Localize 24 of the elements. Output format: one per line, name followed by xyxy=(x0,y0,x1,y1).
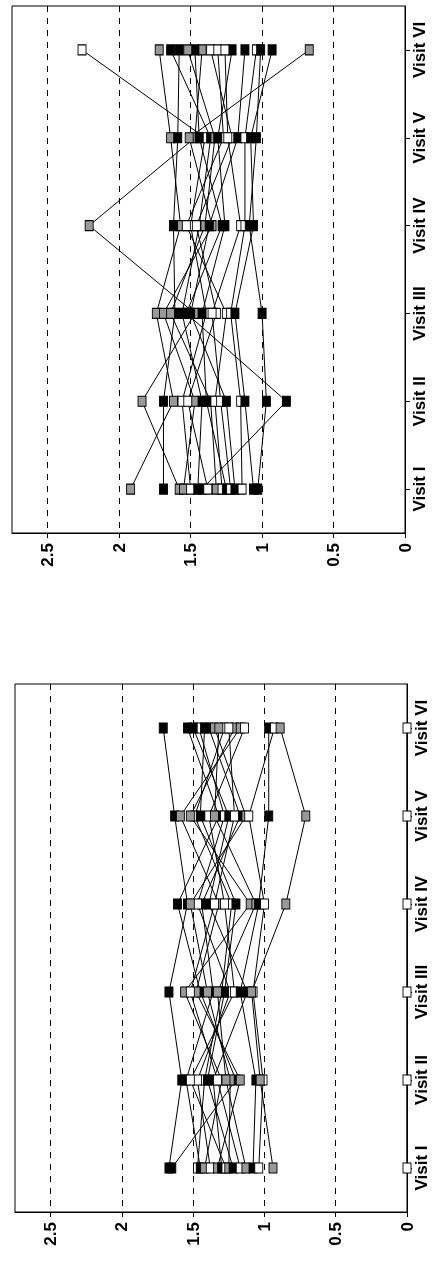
x-tick-label: 1.5 xyxy=(183,1222,203,1246)
x-tick-label: 1 xyxy=(254,1222,274,1232)
y-tick-label: Visit V xyxy=(412,789,431,842)
x-tick-label: 0 xyxy=(395,543,415,553)
y-tick-label: Visit IV xyxy=(410,196,429,254)
y-tick-label: Visit V xyxy=(410,111,429,164)
x-tick-label: 0.5 xyxy=(324,543,344,567)
x-tick-label: 0 xyxy=(397,1222,417,1232)
x-tick-label: 1 xyxy=(252,543,272,553)
y-tick-label: Visit II xyxy=(410,376,429,427)
y-tick-label: Visit I xyxy=(410,466,429,512)
y-tick-label: Visit II xyxy=(412,1055,431,1105)
y-tick-label: Visit VI xyxy=(410,21,429,79)
x-tick-label: 2.5 xyxy=(38,543,58,567)
y-tick-label: Visit I xyxy=(412,1145,431,1191)
y-tick-label: Visit IV xyxy=(412,875,431,933)
x-tick-label: 2 xyxy=(109,543,129,553)
x-tick-label: 1.5 xyxy=(181,543,201,567)
x-tick-label: 2.5 xyxy=(41,1222,61,1246)
x-tick-label: 0.5 xyxy=(326,1222,346,1246)
x-tick-label: 2 xyxy=(112,1222,132,1232)
y-tick-label: Visit III xyxy=(412,964,431,1020)
y-tick-label: Visit III xyxy=(410,286,429,341)
y-tick-label: Visit VI xyxy=(412,699,431,757)
